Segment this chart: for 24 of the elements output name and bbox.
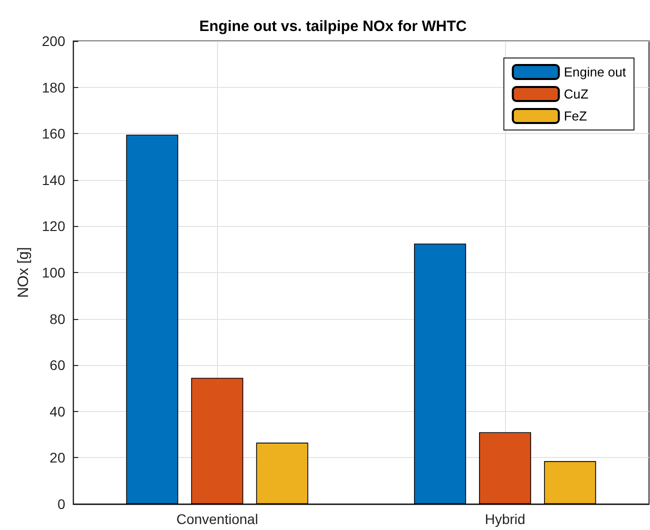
- y-tick-label: 40: [50, 403, 66, 420]
- y-tick-label: 200: [42, 33, 66, 49]
- y-tick-label: 160: [42, 126, 66, 142]
- y-axis-title: NOx [g]: [15, 247, 32, 298]
- y-tick-label: 140: [42, 172, 66, 188]
- legend-label: FeZ: [564, 108, 588, 124]
- y-tick-label: 120: [42, 218, 66, 234]
- y-tick-label: 100: [42, 264, 66, 280]
- bar: [414, 244, 466, 504]
- bar: [126, 134, 178, 504]
- legend-label: Engine out: [564, 64, 626, 80]
- y-tick-label: 0: [57, 496, 66, 512]
- legend-label: CuZ: [564, 86, 588, 102]
- bar: [479, 432, 532, 504]
- chart-title: Engine out vs. tailpipe NOx for WHTC: [199, 18, 467, 35]
- x-tick-label: Conventional: [176, 511, 258, 527]
- y-tick-label: 20: [50, 450, 66, 466]
- y-tick-label: 180: [42, 79, 66, 96]
- y-tick-label: 80: [50, 310, 66, 327]
- bar: [544, 461, 596, 504]
- bar: [256, 442, 308, 504]
- bar: [191, 378, 244, 504]
- y-tick-label: 60: [50, 357, 66, 374]
- x-tick-label: Hybrid: [484, 511, 526, 527]
